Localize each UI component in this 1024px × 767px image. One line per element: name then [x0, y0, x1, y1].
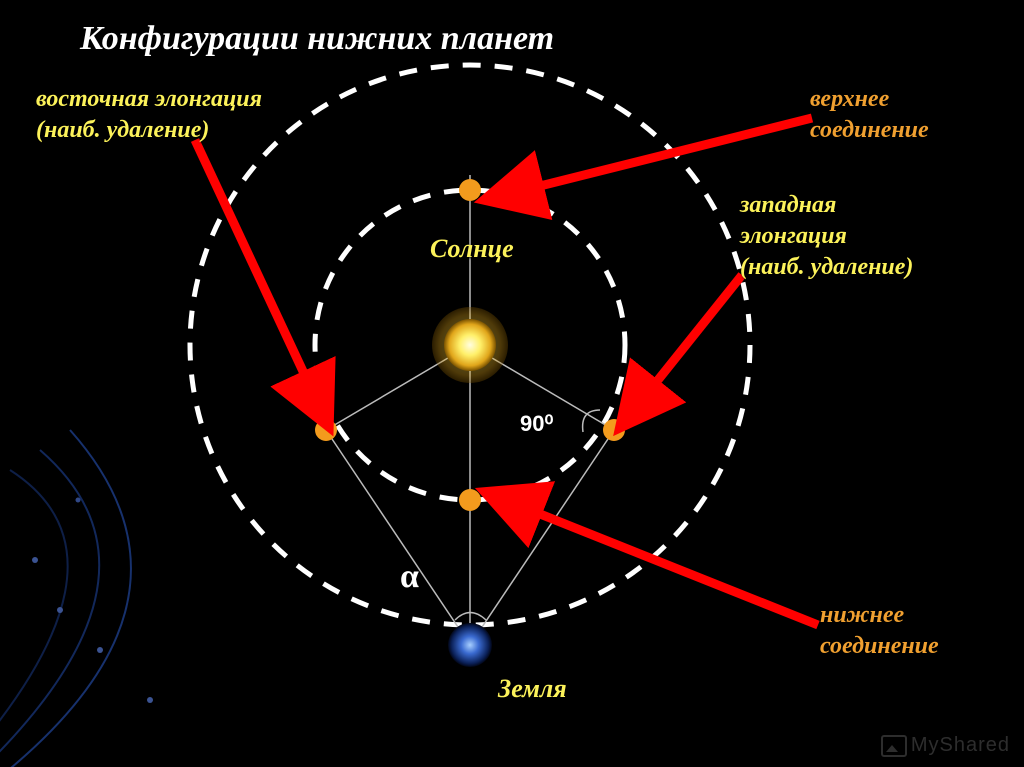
- planet-inferior: [459, 489, 481, 511]
- label-sun: Солнце: [430, 232, 514, 266]
- page-title: Конфигурации нижних планет: [80, 20, 554, 58]
- planet-east: [315, 419, 337, 441]
- planet-superior: [459, 179, 481, 201]
- sun-icon: [432, 307, 508, 383]
- label-west-elongation: западная элонгация (наиб. удаление): [740, 190, 913, 284]
- label-alpha: α: [400, 555, 419, 599]
- earth-icon: [448, 623, 492, 667]
- label-east-elongation: восточная элонгация (наиб. удаление): [36, 84, 262, 146]
- label-90deg: 90⁰: [520, 410, 553, 439]
- label-inferior-conjunction: нижнее соединение: [820, 600, 939, 662]
- corner-decoration: [0, 430, 153, 767]
- label-earth: Земля: [498, 672, 567, 706]
- diagram-container: Конфигурации нижних планет восточная эло…: [0, 0, 1024, 767]
- planet-west: [603, 419, 625, 441]
- watermark: MyShared: [881, 734, 1010, 757]
- watermark-icon: [881, 735, 907, 757]
- callout-arrows: [195, 118, 818, 625]
- label-superior-conjunction: верхнее соединение: [810, 84, 929, 146]
